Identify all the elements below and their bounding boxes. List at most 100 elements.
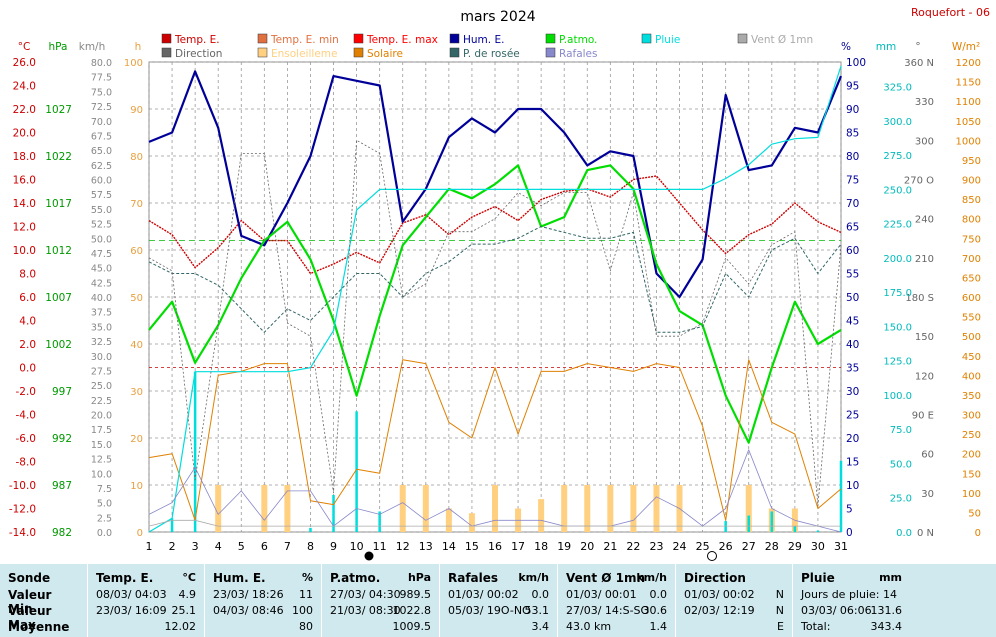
axis-tick-label: 270 O xyxy=(904,176,934,187)
legend-label: Hum. E. xyxy=(463,34,504,46)
axis-tick-label: 450 xyxy=(962,352,981,363)
axis-tick-label: 0 xyxy=(846,527,853,539)
rain-bar xyxy=(332,495,335,532)
sunshine-bar xyxy=(445,508,452,532)
axis-unit: ° xyxy=(915,41,920,53)
x-tick-label: 5 xyxy=(238,540,245,553)
axis-tick-label: 15 xyxy=(846,457,859,469)
legend-swatch xyxy=(353,33,364,44)
x-tick-label: 11 xyxy=(373,540,387,553)
x-tick-label: 22 xyxy=(626,540,640,553)
axis-tick-label: 1000 xyxy=(956,136,981,147)
legend-swatch xyxy=(257,47,268,58)
rain-bar xyxy=(793,526,797,532)
axis-tick-label: 42.5 xyxy=(91,278,112,289)
axis-tick-label: 45.0 xyxy=(91,264,112,275)
axis-tick-label: 400 xyxy=(962,371,981,382)
axis-unit: hPa xyxy=(49,41,68,53)
rain-bar xyxy=(355,411,358,532)
axis-tick-label: 1050 xyxy=(956,117,981,128)
x-tick-label: 1 xyxy=(146,540,153,553)
rain-bar xyxy=(816,530,820,532)
legend-swatch xyxy=(737,33,748,44)
x-tick-label: 4 xyxy=(215,540,222,553)
x-tick-label: 31 xyxy=(834,540,848,553)
axis-tick-label: 1012 xyxy=(45,245,72,257)
axis-tick-label: 0.0 xyxy=(896,528,912,539)
legend-label: Solaire xyxy=(367,48,403,60)
legend-label: Temp. E. xyxy=(174,34,220,46)
series-lines xyxy=(148,65,843,533)
axis-unit: mm xyxy=(876,41,896,53)
sunshine-bar xyxy=(261,485,268,532)
axis-tick-label: -10.0 xyxy=(9,480,36,492)
axis-tick-label: 200 xyxy=(962,450,981,461)
axis-tick-label: 10.0 xyxy=(91,469,112,480)
axis-tick-label: 12.0 xyxy=(13,222,36,234)
sunshine-bar xyxy=(538,499,545,532)
sunshine-bar xyxy=(468,513,475,532)
axis-tick-label: 95 xyxy=(846,81,859,93)
axis-tick-label: 30 xyxy=(130,387,143,398)
axis-tick-label: 10 xyxy=(846,480,859,492)
rain-bar xyxy=(378,511,381,532)
series-line-p-de-ros-e xyxy=(148,226,842,333)
station-name: Roquefort - 06 xyxy=(911,6,990,19)
axis-tick-label: 18.0 xyxy=(13,151,36,163)
axis-tick-label: -12.0 xyxy=(9,504,36,516)
sunshine-bar xyxy=(745,485,752,532)
stats-pluie: Pluie mm Jours de pluie: 14 03/03/ 06:06 1… xyxy=(801,571,902,633)
x-tick-label: 20 xyxy=(580,540,594,553)
series-line-solaire xyxy=(148,359,842,521)
axis-tick-label: 14.0 xyxy=(13,198,36,210)
sunshine-bar xyxy=(284,485,291,532)
sunshine-bar xyxy=(215,485,222,532)
axis-tick-label: 50 xyxy=(130,293,143,304)
axis-tick-label: 72.5 xyxy=(91,102,112,113)
axis-tick-label: 550 xyxy=(962,313,981,324)
axis-tick-label: -8.0 xyxy=(16,457,37,469)
x-tick-label: 28 xyxy=(765,540,779,553)
axis-tick-label: 70 xyxy=(130,199,143,210)
axis-tick-label: 300 xyxy=(915,136,934,147)
stats-panel: Sonde Valeur Min Valeur Max Moyenne Temp… xyxy=(0,564,996,637)
stats-label-max: Valeur Max xyxy=(8,604,52,632)
axis-tick-label: 8.0 xyxy=(19,269,36,281)
x-tick-label: 18 xyxy=(534,540,548,553)
axis-tick-label: 40 xyxy=(130,340,143,351)
full-moon-icon xyxy=(707,551,717,561)
axis-tick-label: 52.5 xyxy=(91,220,112,231)
axis-tick-label: 10.0 xyxy=(13,245,36,257)
axis-tick-label: 50.0 xyxy=(890,459,912,470)
axis-tick-label: 100 xyxy=(962,489,981,500)
x-tick-label: 30 xyxy=(811,540,825,553)
legend-label: P. de rosée xyxy=(463,48,520,60)
axis-tick-label: 600 xyxy=(962,293,981,304)
axis-tick-label: 26.0 xyxy=(13,57,36,69)
x-tick-label: 21 xyxy=(603,540,617,553)
axis-tick-label: 25.0 xyxy=(890,494,912,505)
legend-swatch xyxy=(449,33,460,44)
legend-swatch xyxy=(353,47,364,58)
axes: 26.0 24.0 22.0 20.0 18.0 16.0 14.0 12.0 10.0 8.0 6… xyxy=(9,57,981,539)
axis-tick-label: 700 xyxy=(962,254,981,265)
sunshine-bar xyxy=(492,485,498,532)
axis-tick-label: 65 xyxy=(846,222,859,234)
rain-bar xyxy=(839,460,843,532)
axis-tick-label: 125.0 xyxy=(883,357,912,368)
axis-tick-label: 24.0 xyxy=(13,81,36,93)
sunshine-bar xyxy=(422,485,429,532)
axis-tick-label: 330 xyxy=(915,97,934,108)
axis-tick-label: 70 xyxy=(846,198,859,210)
legend-label: Vent Ø 1mn xyxy=(751,34,813,46)
axis-tick-label: -6.0 xyxy=(16,433,37,445)
axis-tick-label: 7.5 xyxy=(97,484,112,495)
x-tick-label: 17 xyxy=(511,540,525,553)
axis-tick-label: 250 xyxy=(962,430,981,441)
legend: Temp. E. Temp. E. min Temp. E. max Hum. E. P… xyxy=(161,33,813,60)
legend-swatch xyxy=(449,47,460,58)
axis-tick-label: 12.5 xyxy=(91,455,112,466)
axis-tick-label: 360 N xyxy=(904,58,934,69)
x-tick-label: 7 xyxy=(284,540,291,553)
axis-units: °C hPa km/h h% mm ° W/m² xyxy=(18,41,980,53)
